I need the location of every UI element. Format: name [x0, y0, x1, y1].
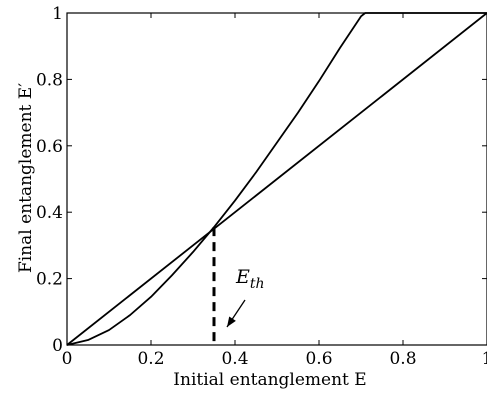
y-tick-label: 0.4	[36, 203, 63, 223]
threshold-arrow-head	[227, 316, 236, 327]
x-axis-ticks: 0 0.2 0.4 0.6 0.8 1	[62, 13, 487, 369]
y-tick-label: 0.8	[36, 70, 63, 90]
x-tick-label: 0.6	[305, 349, 332, 369]
plot-area	[66, 12, 487, 346]
threshold-label-main: E	[235, 266, 250, 288]
y-tick-label: 0.2	[36, 270, 63, 290]
y-axis-label: Final entanglement E′	[16, 83, 36, 273]
x-tick-label: 0.2	[137, 349, 164, 369]
plot-frame	[66, 12, 487, 346]
x-tick-label: 0	[62, 349, 73, 369]
series-layer	[66, 12, 487, 346]
y-tick-label: 1	[52, 4, 63, 24]
threshold-label: Eth	[235, 266, 265, 292]
y-tick-label: 0	[52, 336, 63, 356]
y-tick-label: 0.6	[36, 137, 63, 157]
x-tick-label: 1	[482, 349, 487, 369]
y-axis-ticks: 0 0.2 0.4 0.6 0.8 1	[36, 4, 487, 356]
annotation-layer: Eth	[212, 227, 265, 345]
x-tick-label: 0.8	[389, 349, 416, 369]
threshold-label-sub: th	[250, 276, 265, 292]
series-line-1	[66, 12, 487, 346]
series-line-2	[66, 12, 487, 346]
x-tick-label: 0.4	[221, 349, 248, 369]
x-axis-label: Initial entanglement E	[173, 370, 366, 390]
